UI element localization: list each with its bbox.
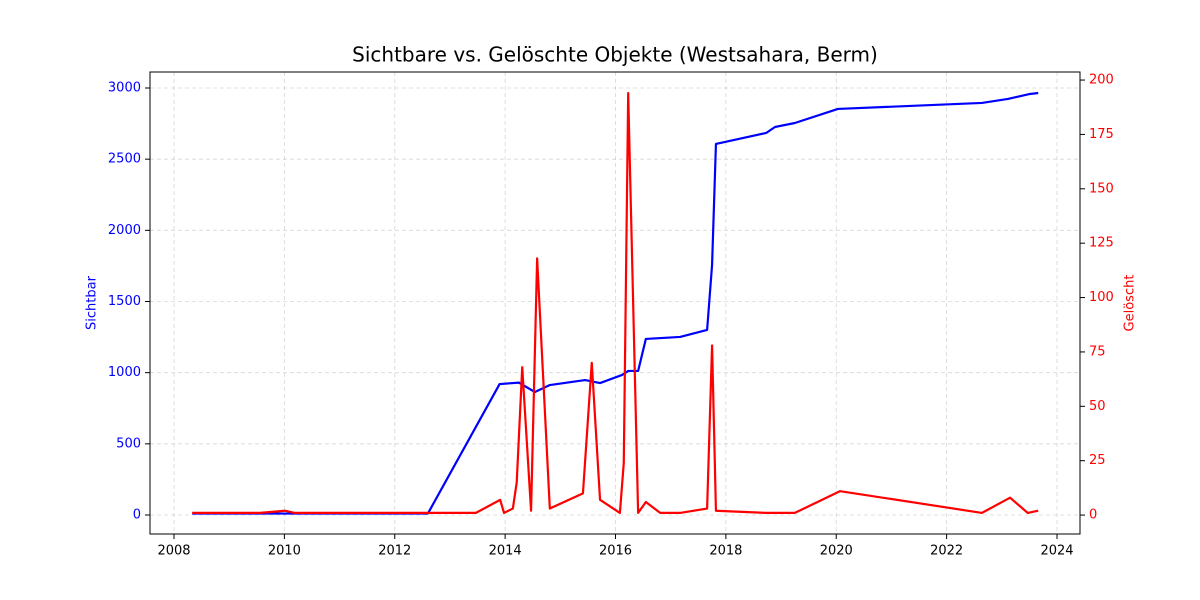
line-series <box>192 91 1039 515</box>
y-tick-label: 0 <box>133 507 141 522</box>
y-tick-label: 500 <box>116 436 141 451</box>
y2-tick-label: 200 <box>1089 73 1114 88</box>
y2-tick-label: 175 <box>1089 127 1114 142</box>
x-tick-label: 2010 <box>268 544 301 559</box>
x-tick-label: 2022 <box>930 544 963 559</box>
y-tick-label: 2000 <box>108 223 141 238</box>
y-axis-label: Sichtbar <box>85 275 100 330</box>
x-tick-label: 2008 <box>157 544 190 559</box>
y2-tick-label: 125 <box>1089 236 1114 251</box>
y2-tick-label: 150 <box>1089 181 1114 196</box>
x-tick-label: 2012 <box>378 544 411 559</box>
y-tick-label: 3000 <box>108 80 141 95</box>
chart-title: Sichtbare vs. Gelöschte Objekte (Westsah… <box>352 43 878 67</box>
y-tick-label: 2500 <box>108 152 141 167</box>
x-tick-label: 2014 <box>489 544 522 559</box>
x-tick-label: 2024 <box>1040 544 1073 559</box>
y2-tick-label: 0 <box>1089 508 1097 523</box>
y-tick-label: 1500 <box>108 294 141 309</box>
y2-tick-label: 100 <box>1089 290 1114 305</box>
x-tick-label: 2016 <box>599 544 632 559</box>
x-tick-label: 2018 <box>709 544 742 559</box>
plot-frame <box>149 71 1081 535</box>
line-series <box>192 92 1039 514</box>
y2-tick-label: 75 <box>1089 344 1106 359</box>
y-tick-label: 1000 <box>108 365 141 380</box>
x-tick-label: 2020 <box>820 544 853 559</box>
y2-tick-label: 50 <box>1089 399 1106 414</box>
y2-axis-label: Gelöscht <box>1123 275 1138 332</box>
y2-tick-label: 25 <box>1089 453 1106 468</box>
